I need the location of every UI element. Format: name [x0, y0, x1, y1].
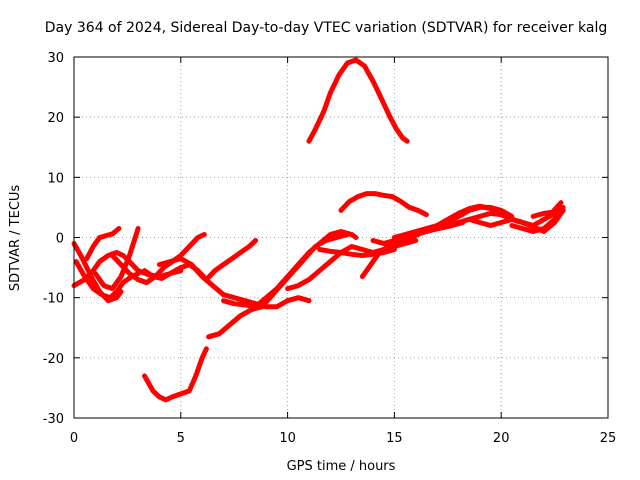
y-tick-label: 20 [47, 111, 64, 126]
series-arc22 [530, 200, 564, 219]
axis-ticks: 0 5 10 15 20 25 -30 -20 -10 0 10 20 30 [43, 51, 617, 446]
series-arc12 [285, 238, 419, 292]
series-arc21 [509, 207, 566, 234]
y-tick-label: -20 [43, 352, 64, 367]
y-tick-label: 10 [47, 171, 64, 186]
x-tick-label: 15 [386, 431, 403, 446]
series-arc4 [84, 226, 122, 262]
y-tick-label: 30 [47, 51, 64, 66]
series-arc13 [306, 57, 410, 144]
series-arc8 [156, 256, 312, 310]
grid-lines [74, 57, 608, 418]
x-tick-label: 20 [493, 431, 510, 446]
x-tick-label: 5 [177, 431, 185, 446]
series-arc17 [370, 216, 526, 246]
series-arc11 [221, 229, 359, 310]
data-series [71, 57, 566, 403]
series-arc6 [109, 232, 207, 286]
y-tick-label: 0 [56, 232, 64, 247]
x-tick-label: 25 [600, 431, 617, 446]
x-tick-label: 10 [279, 431, 296, 446]
series-arc5 [92, 226, 141, 292]
y-tick-label: -10 [43, 292, 64, 307]
series-arc2 [73, 259, 141, 301]
series-arc14 [338, 191, 429, 218]
y-axis-label: SDTVAR / TECUs [8, 185, 23, 292]
series-arc9 [142, 346, 209, 403]
x-tick-label: 0 [70, 431, 78, 446]
x-axis-label: GPS time / hours [287, 459, 396, 474]
chart-title: Day 364 of 2024, Sidereal Day-to-day VTE… [45, 20, 607, 36]
y-tick-label: -30 [43, 412, 64, 427]
